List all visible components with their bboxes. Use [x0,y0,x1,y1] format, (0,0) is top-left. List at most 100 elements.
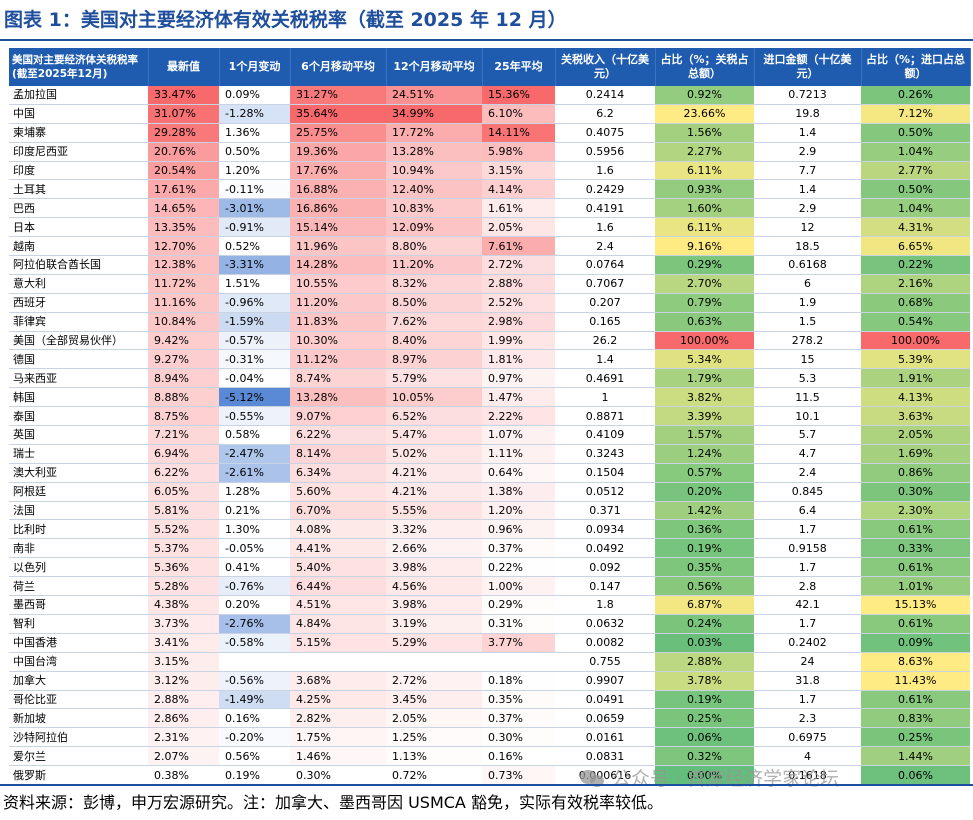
table-cell-import-share: 0.68% [861,293,970,313]
table-cell-tariff-revenue: 0.0161 [555,727,655,748]
table-row: 西班牙 11.16% -0.96% 11.20% 8.50% 2.52% 0.207 0.79… [9,293,970,313]
table-cell-tariff-revenue: 0.7067 [555,274,655,294]
table-cell-12m-ma: 8.97% [386,349,482,370]
table-cell-import-value: 0.6975 [754,727,861,748]
table-cell-12m-ma: 13.28% [386,142,482,162]
table-cell-import-value: 1.5 [754,312,861,332]
table-cell-6m-ma: 2.82% [290,708,386,729]
table-cell-1m-change: -0.56% [219,671,290,691]
table-cell-import-value: 5.7 [754,425,861,445]
table-cell-12m-ma: 11.20% [386,255,482,275]
table-cell-import-share: 1.01% [861,576,970,597]
table-cell-tariff-revenue: 1.6 [555,161,655,181]
table-cell-25y-avg: 0.64% [482,463,555,483]
table-cell-25y-avg: 15.36% [482,86,555,105]
table-cell-1m-change: -1.49% [219,690,290,710]
table-cell-25y-avg: 3.77% [482,633,555,653]
table-cell-import-share: 1.04% [861,142,970,162]
tariff-table-container: 美国对主要经济体关税税率(截至2025年12月) 最新值 1个月变动 6个月移动平均 1… [9,48,971,785]
table-cell-import-share: 0.83% [861,708,970,729]
table-cell-12m-ma: 2.66% [386,538,482,559]
table-cell-12m-ma: 8.32% [386,274,482,294]
country-name: 墨西哥 [9,595,148,615]
table-cell-import-value: 1.4 [754,179,861,200]
table-cell-6m-ma [290,652,386,672]
table-cell-import-share: 0.61% [861,557,970,578]
table-cell-import-value: 2.4 [754,463,861,483]
table-cell-import-value: 7.7 [754,161,861,181]
header-name: 美国对主要经济体关税税率(截至2025年12月) [9,48,149,86]
table-cell-12m-ma: 5.29% [386,633,482,653]
table-cell-import-value: 1.7 [754,614,861,634]
table-row: 越南 12.70% 0.52% 11.96% 8.80% 7.61% 2.4 9.16% 18.… [9,236,970,257]
watermark-text: 公众号 · 首席经济学家论坛 [612,768,840,790]
table-cell-tariff-revenue: 26.2 [555,331,655,351]
table-cell-25y-avg: 2.22% [482,406,555,427]
table-cell-tariff-revenue: 0.207 [555,293,655,313]
country-name: 巴西 [9,198,148,219]
table-cell-tariff-revenue: 0.4191 [555,198,655,219]
table-cell-1m-change: -2.47% [219,444,290,464]
table-cell-tariff-share: 0.24% [655,614,754,634]
table-row: 中国 31.07% -1.28% 35.64% 34.99% 6.10% 6.2 23.66%… [9,104,970,124]
country-name: 加拿大 [9,671,148,691]
table-cell-6m-ma: 16.88% [290,179,386,200]
table-cell-latest: 33.47% [148,86,219,105]
header-6m-ma: 6个月移动平均 [290,48,387,86]
table-cell-latest: 12.70% [148,236,219,257]
table-cell-tariff-revenue: 0.371 [555,501,655,521]
table-cell-latest: 5.36% [148,557,219,578]
table-cell-6m-ma: 3.68% [290,671,386,691]
table-cell-1m-change: 0.50% [219,142,290,162]
table-cell-import-share: 0.33% [861,538,970,559]
table-cell-12m-ma: 17.72% [386,123,482,143]
header-25y-avg: 25年平均 [482,48,556,86]
table-row: 墨西哥 4.38% 0.20% 4.51% 3.98% 0.29% 1.8 6.87% 42.1… [9,595,970,615]
table-cell-25y-avg: 4.14% [482,179,555,200]
table-row: 孟加拉国 33.47% 0.09% 31.27% 24.51% 15.36% 0.2414 0… [9,86,970,105]
table-cell-1m-change: 1.51% [219,274,290,294]
table-cell-6m-ma: 6.34% [290,463,386,483]
table-cell-import-share: 0.86% [861,463,970,483]
table-cell-6m-ma: 14.28% [290,255,386,275]
country-name: 德国 [9,349,148,370]
table-cell-tariff-revenue: 2.4 [555,236,655,257]
table-cell-import-value: 0.2402 [754,633,861,653]
table-cell-tariff-revenue: 0.0491 [555,690,655,710]
table-cell-latest: 20.54% [148,161,219,181]
table-cell-12m-ma: 12.40% [386,179,482,200]
header-import-share: 占比（%；进口占总额） [861,48,971,86]
country-name: 南非 [9,538,148,559]
table-cell-latest: 9.27% [148,349,219,370]
country-name: 日本 [9,217,148,238]
table-cell-12m-ma [386,652,482,672]
table-cell-import-share: 0.30% [861,482,970,502]
table-cell-tariff-revenue: 1.8 [555,595,655,615]
table-cell-tariff-share: 1.60% [655,198,754,219]
table-cell-tariff-share: 100.00% [655,331,754,351]
table-cell-tariff-share: 3.78% [655,671,754,691]
table-cell-tariff-revenue: 0.9907 [555,671,655,691]
footer-divider [0,784,973,786]
table-cell-25y-avg: 0.97% [482,368,555,389]
table-cell-latest: 8.94% [148,368,219,389]
table-cell-tariff-revenue: 0.0492 [555,538,655,559]
table-cell-import-value: 1.7 [754,690,861,710]
table-cell-1m-change: -0.57% [219,331,290,351]
country-name: 中国 [9,104,148,124]
table-cell-1m-change: -0.55% [219,406,290,427]
table-row: 日本 13.35% -0.91% 15.14% 12.09% 2.05% 1.6 6.11% 1… [9,217,970,238]
table-cell-tariff-share: 0.03% [655,633,754,653]
table-cell-tariff-share: 2.88% [655,652,754,672]
table-cell-import-share: 100.00% [861,331,970,351]
table-row: 印度 20.54% 1.20% 17.76% 10.94% 3.15% 1.6 6.11% 7.… [9,161,970,181]
table-cell-6m-ma: 13.28% [290,387,386,408]
country-name: 俄罗斯 [9,765,148,785]
table-row: 柬埔寨 29.28% 1.36% 25.75% 17.72% 14.11% 0.4075 1.… [9,123,970,143]
table-cell-25y-avg: 2.05% [482,217,555,238]
table-cell-import-share: 0.61% [861,614,970,634]
table-cell-12m-ma: 8.80% [386,236,482,257]
table-cell-latest: 14.65% [148,198,219,219]
table-row: 韩国 8.88% -5.12% 13.28% 10.05% 1.47% 1 3.82% 11.5… [9,387,970,408]
table-cell-latest: 11.72% [148,274,219,294]
